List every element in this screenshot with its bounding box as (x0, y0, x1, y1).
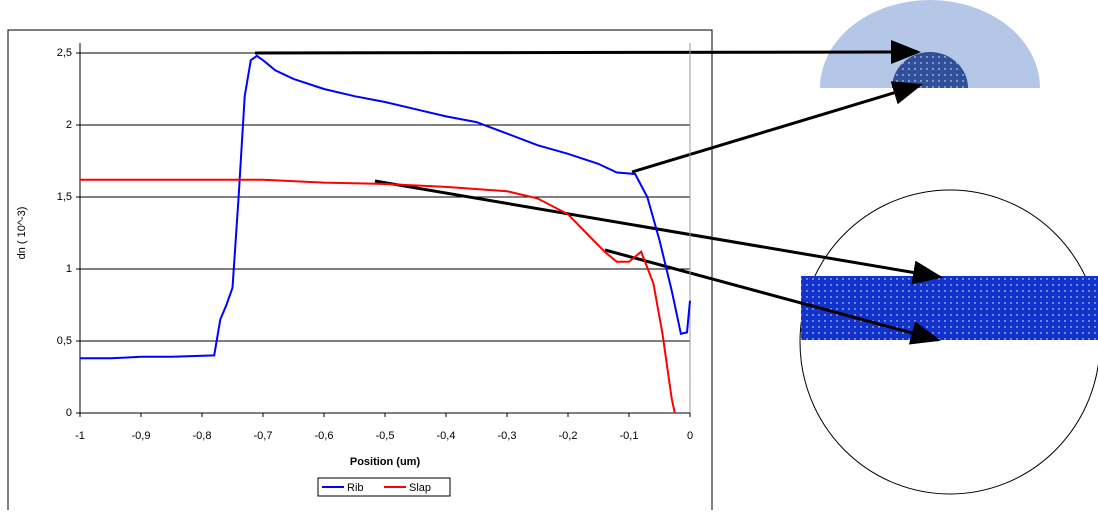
rib-outer (820, 0, 1040, 88)
arrow (631, 81, 923, 174)
x-tick-label: -0,6 (315, 430, 334, 442)
y-tick-label: 1,5 (57, 191, 72, 203)
x-tick-label: -0,1 (620, 430, 639, 442)
x-tick-label: -1 (75, 430, 85, 442)
y-tick-label: 2 (66, 119, 72, 131)
series-line (80, 178, 676, 414)
plot: 0 0,5 1 1,5 2 2,5 -1 -0,9 -0,8 -0,7 -0,6 -0,5 -0,4 -0… (57, 43, 693, 442)
y-axis-label: dn ( 10^-3) (16, 207, 28, 260)
legend-label: Slap (409, 482, 431, 494)
x-tick-label: -0,9 (132, 430, 151, 442)
x-tick-label: -0,3 (498, 430, 517, 442)
y-tick-label: 0 (66, 407, 72, 419)
arrow (604, 248, 941, 345)
x-tick-label: 0 (687, 430, 693, 442)
legend: Rib Slap (317, 477, 451, 497)
legend-label: Rib (347, 482, 364, 494)
y-tick-label: 2,5 (57, 47, 72, 59)
x-tick-label: -0,2 (559, 430, 578, 442)
chart-frame (7, 29, 713, 515)
x-tick-label: -0,7 (254, 430, 273, 442)
y-tick-label: 1 (66, 263, 72, 275)
y-tick-label: 0,5 (57, 335, 72, 347)
x-tick-label: -0,4 (437, 430, 456, 442)
slab-ellipse (799, 189, 1098, 495)
x-tick-label: -0,5 (376, 430, 395, 442)
series-line (80, 54, 691, 360)
x-axis-label: Position (um) (350, 456, 421, 468)
slab-texture (801, 276, 1098, 340)
x-tick-label: -0,8 (193, 430, 212, 442)
